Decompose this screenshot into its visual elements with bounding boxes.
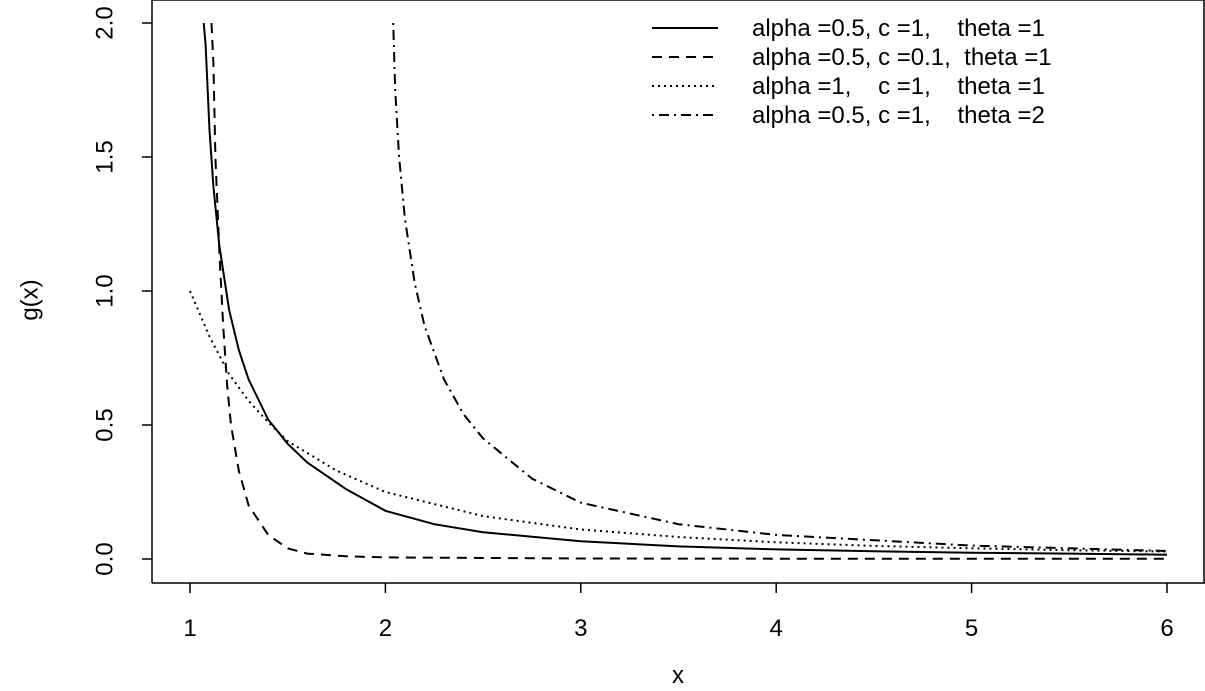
y-tick-label: 0.0: [92, 542, 119, 575]
y-tick-label: 2.0: [92, 6, 119, 39]
x-axis-label: x: [672, 662, 684, 689]
y-tick-label: 1.5: [92, 140, 119, 173]
series-line-4: [392, 22, 1168, 552]
series-lines: [189, 22, 1168, 560]
legend-label-2: alpha =0.5, c =0.1, theta =1: [752, 44, 1052, 71]
legend-label-4: alpha =0.5, c =1, theta =2: [752, 102, 1045, 129]
y-tick-label: 1.0: [92, 274, 119, 307]
legend-label-3: alpha =1, c =1, theta =1: [752, 73, 1045, 100]
x-tick-label: 4: [770, 615, 783, 642]
plot-area: 1 2 3 4 5 6 0.0 0.5 1.0 1.5 2.0: [92, 0, 1205, 642]
x-tick-label: 5: [965, 615, 978, 642]
series-line-3: [189, 290, 1168, 553]
x-tick-label: 3: [574, 615, 587, 642]
y-axis-ticks: 0.0 0.5 1.0 1.5 2.0: [92, 6, 152, 576]
series-line-2: [210, 22, 1167, 560]
x-tick-label: 1: [183, 615, 196, 642]
x-tick-label: 2: [379, 615, 392, 642]
x-axis-ticks: 1 2 3 4 5 6: [183, 583, 1174, 642]
y-tick-label: 0.5: [92, 408, 119, 441]
x-tick-label: 6: [1160, 615, 1173, 642]
series-line-1: [202, 22, 1168, 556]
y-axis-label: g(x): [17, 279, 44, 320]
legend-label-1: alpha =0.5, c =1, theta =1: [752, 15, 1045, 42]
